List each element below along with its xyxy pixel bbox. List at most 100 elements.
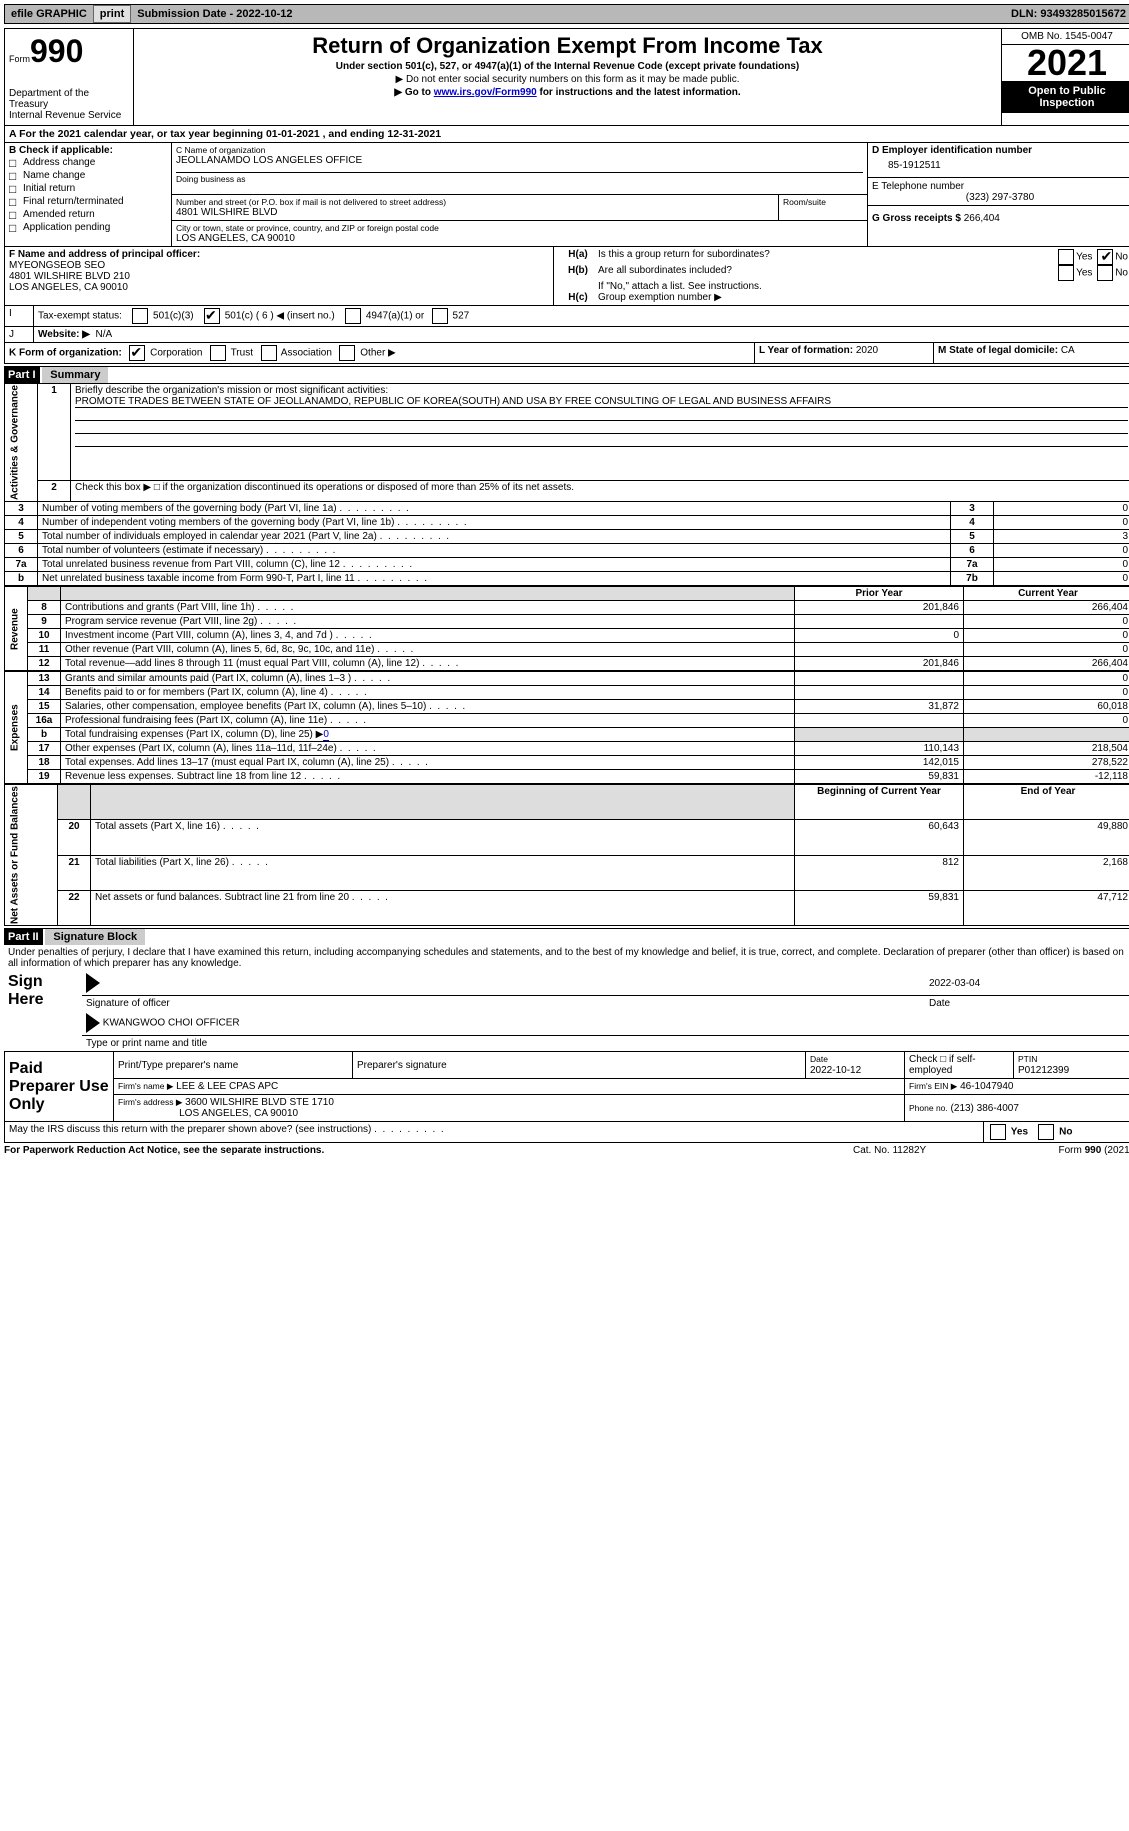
klm-block: K Form of organization: Corporation Trus… [4,343,1129,364]
section-b: B Check if applicable: Address change Na… [4,143,172,247]
hb-no[interactable] [1097,265,1113,281]
k-assoc: Association [281,348,332,359]
ptin-label: PTIN [1018,1054,1037,1064]
cb-amended[interactable]: Amended return [9,208,167,221]
street: 4801 WILSHIRE BLVD [176,207,774,218]
phone: (323) 297-3780 [872,192,1128,203]
submission-date: Submission Date - 2022-10-12 [131,6,298,22]
side-gov: Activities & Governance [5,384,38,502]
firm-name-label: Firm's name ▶ [118,1081,173,1091]
ha-no[interactable] [1097,249,1113,265]
line-l-value: 2020 [856,345,878,356]
line-a: A For the 2021 calendar year, or tax yea… [4,126,1129,143]
line-m-label: M State of legal domicile: [938,345,1058,356]
sig-date: 2022-03-04 [925,971,1129,996]
self-emp: Check □ if self-employed [905,1052,1014,1079]
city: LOS ANGELES, CA 90010 [176,233,863,244]
firm-phone: (213) 386-4007 [951,1103,1019,1114]
part2-header: Part II Signature Block [4,928,1129,945]
cb-501c3[interactable] [132,308,148,324]
firm-addr-label: Firm's address ▶ [118,1097,182,1107]
tax-year: 2021 [1002,45,1129,81]
netassets-table: Net Assets or Fund Balances Beginning of… [4,784,1129,926]
form-footer: Form 990 (2021) [1003,1145,1129,1156]
mayirs-yes[interactable] [990,1124,1006,1140]
cb-trust[interactable] [210,345,226,361]
top-bar: efile GRAPHIC print Submission Date - 20… [4,4,1129,24]
ha-yes[interactable] [1058,249,1074,265]
opt-4947: 4947(a)(1) or [366,311,424,322]
room-label: Room/suite [783,197,863,207]
cb-assoc[interactable] [261,345,277,361]
phone-label: E Telephone number [872,181,1128,192]
mayirs-no[interactable] [1038,1124,1054,1140]
firm-addr1: 3600 WILSHIRE BLVD STE 1710 [185,1097,334,1108]
prep-date-label: Date [810,1054,828,1064]
cb-initial-return[interactable]: Initial return [9,182,167,195]
part1-table: Activities & Governance 1 Briefly descri… [4,383,1129,586]
dept-line1: Department of the Treasury [9,88,129,110]
firm-phone-label: Phone no. [909,1103,948,1113]
officer-name: MYEONGSEOB SEO [9,260,105,271]
org-name-label: C Name of organization [176,145,863,155]
may-irs: May the IRS discuss this return with the… [9,1124,444,1135]
hc-text: Group exemption number ▶ [598,292,722,303]
cb-4947[interactable] [345,308,361,324]
type-name-label: Type or print name and title [82,1036,1129,1052]
cat-no: Cat. No. 11282Y [853,1145,1003,1156]
irs-link[interactable]: www.irs.gov/Form990 [434,87,537,98]
dba-label: Doing business as [176,174,863,184]
header-right: OMB No. 1545-0047 2021 Open to Public In… [1002,28,1129,126]
line-i: I Tax-exempt status: 501(c)(3) 501(c) ( … [4,306,1129,327]
section-c: C Name of organization JEOLLANAMDO LOS A… [172,143,868,247]
cb-other[interactable] [339,345,355,361]
form-title: Return of Organization Exempt From Incom… [138,33,997,59]
signature-block: Sign Here 2022-03-04 Signature of office… [4,971,1129,1051]
cb-corp[interactable] [129,345,145,361]
website-value: N/A [96,329,113,340]
org-name: JEOLLANAMDO LOS ANGELES OFFICE [176,155,863,166]
cb-address-change[interactable]: Address change [9,156,167,169]
officer-typed: KWANGWOO CHOI OFFICER [103,1018,240,1029]
prep-date: 2022-10-12 [810,1065,861,1076]
section-d: D Employer identification number 85-1912… [868,143,1129,247]
header-mid: Return of Organization Exempt From Incom… [134,28,1002,126]
date-label: Date [925,996,1129,1012]
section-b-header: B Check if applicable: [9,145,167,156]
fh-block: F Name and address of principal officer:… [4,247,1129,306]
line-j-label: Website: ▶ [38,329,90,340]
cb-501c[interactable] [204,308,220,324]
hb-yes[interactable] [1058,265,1074,281]
dln: DLN: 93493285015672 [1005,6,1129,22]
cb-app-pending[interactable]: Application pending [9,221,167,234]
open-to-public: Open to Public Inspection [1002,81,1129,113]
ein-label: D Employer identification number [872,145,1128,156]
q1-text: PROMOTE TRADES BETWEEN STATE OF JEOLLANA… [75,396,1128,408]
print-button[interactable]: print [93,5,131,23]
firm-name: LEE & LEE CPAS APC [176,1081,278,1092]
ptin: P01212399 [1018,1065,1069,1076]
form-subtitle: Under section 501(c), 527, or 4947(a)(1)… [138,61,997,72]
line-l-label: L Year of formation: [759,345,853,356]
revenue-table: Revenue Prior Year Current Year8Contribu… [4,586,1129,671]
paid-prep-block: Paid Preparer Use Only Print/Type prepar… [4,1051,1129,1122]
k-corp: Corporation [150,348,202,359]
part1-bar: Part I [4,367,40,383]
line-j: J Website: ▶ N/A [4,327,1129,343]
sig-arrow2-icon [86,1013,100,1033]
opt-501c3: 501(c)(3) [153,311,194,322]
part2-title: Signature Block [45,929,145,945]
line-a-text: For the 2021 calendar year, or tax year … [19,128,441,140]
officer-addr1: 4801 WILSHIRE BLVD 210 [9,271,130,282]
expense-table: Expenses13Grants and similar amounts pai… [4,671,1129,784]
line-m-value: CA [1061,345,1075,356]
cb-527[interactable] [432,308,448,324]
q2: Check this box ▶ □ if the organization d… [71,481,1129,502]
sig-officer-label: Signature of officer [86,998,170,1009]
cb-name-change[interactable]: Name change [9,169,167,182]
line-k-label: K Form of organization: [9,348,122,359]
cb-final-return[interactable]: Final return/terminated [9,195,167,208]
hb-text: Are all subordinates included? [598,265,1028,281]
officer-addr2: LOS ANGELES, CA 90010 [9,282,128,293]
part2-bar: Part II [4,929,43,945]
